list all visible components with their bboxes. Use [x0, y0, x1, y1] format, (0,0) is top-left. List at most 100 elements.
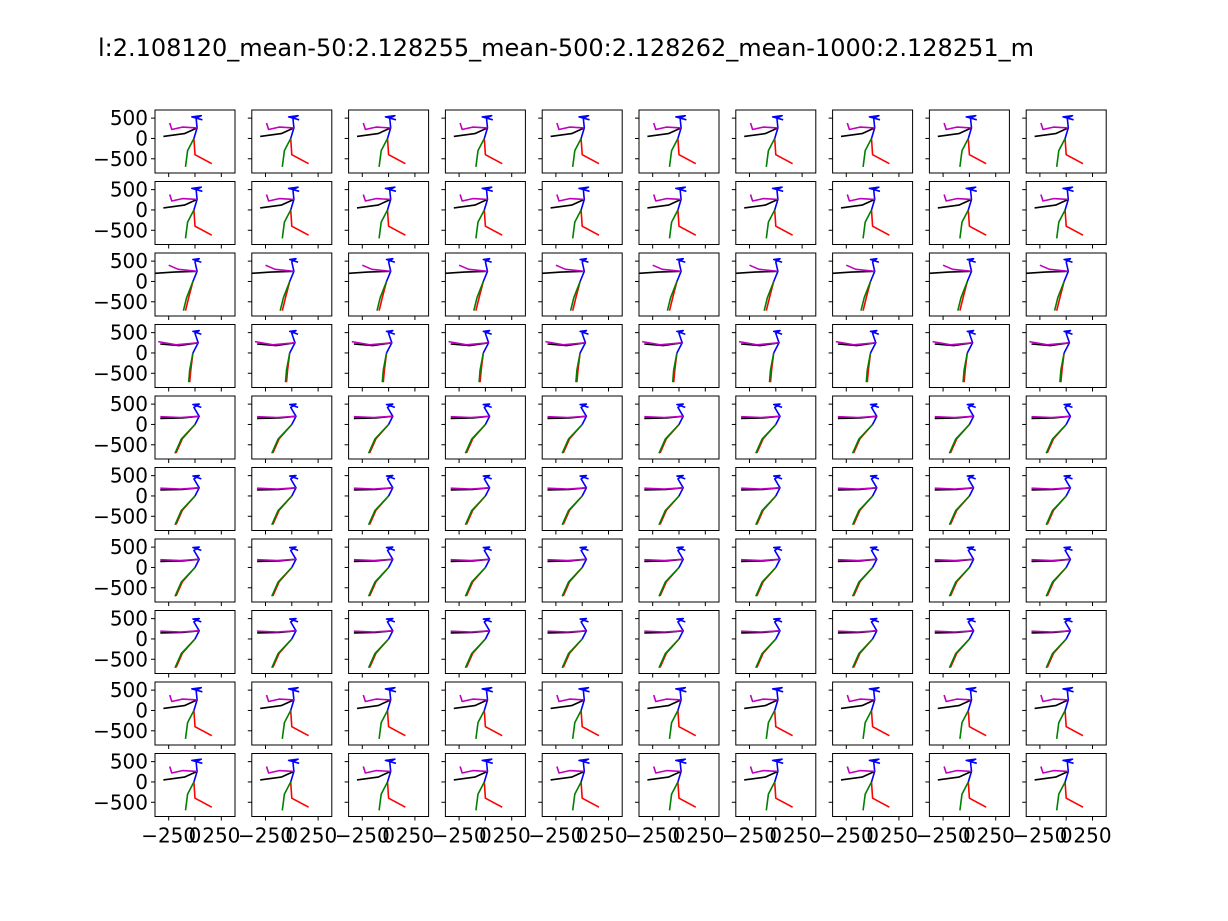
- subplot-r0-c8: [925, 109, 1010, 177]
- series-arm-right: [942, 264, 972, 273]
- axes-frame: [735, 681, 817, 746]
- series-spine: [676, 474, 686, 497]
- y-tick-label: 500: [110, 464, 148, 488]
- series-spine: [869, 403, 880, 425]
- x-tick-label: −250: [722, 824, 777, 848]
- subplot-r0-c6: [731, 109, 817, 177]
- series-spine: [385, 474, 396, 497]
- series-spine: [674, 758, 687, 783]
- series-left-leg: [773, 710, 793, 737]
- series-spine: [288, 617, 299, 640]
- subplots: 5000−5005000−5005000−5005000−5005000−500…: [93, 106, 1112, 847]
- subplot-r3-c7: [828, 324, 914, 392]
- y-tick-label: 0: [135, 412, 148, 436]
- series-arm-right: [547, 558, 587, 562]
- series-arm-left: [937, 699, 972, 710]
- series-arm-right: [652, 264, 682, 273]
- series-right-leg: [571, 710, 582, 740]
- series-right-leg: [862, 781, 873, 811]
- y-tick-label: 0: [135, 627, 148, 651]
- series-right-leg: [768, 352, 775, 383]
- series-arm-right: [450, 487, 490, 490]
- series-arm-right: [459, 122, 488, 131]
- series-left-leg: [465, 566, 486, 597]
- series-left-leg: [272, 495, 293, 525]
- series-right-leg: [1045, 423, 1067, 454]
- series-arm-right: [644, 630, 684, 633]
- series-right-leg: [948, 566, 970, 597]
- series-right-leg: [378, 209, 389, 239]
- series-arm-right: [458, 264, 488, 273]
- series-arm-right: [555, 264, 585, 273]
- series-right-leg: [475, 710, 486, 740]
- series-arm-right: [547, 630, 587, 633]
- subplot-r7-c1: [247, 610, 333, 678]
- series-arm-right: [257, 415, 297, 419]
- series-arm-left: [163, 770, 198, 781]
- x-tick-label: 0: [769, 824, 782, 848]
- series-right-leg: [281, 138, 292, 168]
- series-spine: [482, 546, 492, 568]
- subplot-r8-c5: [635, 681, 720, 749]
- series-arm-right: [934, 415, 974, 419]
- series-right-leg: [571, 781, 582, 811]
- series-spine: [384, 114, 397, 139]
- series-right-leg: [569, 281, 581, 311]
- axes-frame: [735, 109, 817, 174]
- series-arm-right: [741, 415, 781, 419]
- series-left-leg: [465, 495, 486, 525]
- axes-frame: [154, 109, 236, 174]
- series-arm-right: [934, 630, 974, 633]
- subplot-r8-c6: [731, 681, 817, 749]
- axes-frame: [541, 753, 623, 817]
- subplot-r3-c1: [247, 324, 333, 392]
- series-left-leg: [949, 566, 970, 597]
- series-arm-left: [937, 127, 972, 138]
- series-arm-right: [168, 264, 198, 273]
- series-arm-right: [450, 558, 490, 562]
- series-left-leg: [483, 138, 503, 165]
- x-tick-label: 250: [1073, 824, 1111, 848]
- series-right-leg: [658, 638, 680, 669]
- figure-title: l:2.108120_mean-50:2.128255_mean-500:2.1…: [98, 34, 1034, 62]
- series-left-leg: [175, 423, 196, 454]
- x-tick-label: −250: [528, 824, 583, 848]
- series-arm-right: [257, 558, 297, 562]
- series-arm-right: [741, 487, 781, 490]
- series-spine: [868, 758, 881, 783]
- series-spine: [482, 617, 492, 640]
- series-arm-right: [652, 694, 682, 703]
- axes-frame: [638, 753, 720, 817]
- series-left-leg: [852, 423, 874, 454]
- subplot-r6-c1: [247, 538, 333, 606]
- series-right-leg: [1045, 566, 1067, 597]
- series-spine: [772, 474, 783, 497]
- subplot-r3-c3: [441, 324, 526, 392]
- series-left-leg: [659, 495, 680, 525]
- subplot-r2-c1: [247, 252, 333, 320]
- x-tick-label: 250: [493, 824, 531, 848]
- subplot-r6-c3: [441, 538, 526, 606]
- y-tick-label: −500: [93, 504, 148, 528]
- series-right-leg: [1055, 710, 1066, 740]
- series-arm-right: [738, 340, 780, 346]
- series-spine: [288, 474, 299, 497]
- series-arm-left: [260, 699, 295, 710]
- series-left-leg: [368, 638, 390, 668]
- series-spine: [385, 546, 396, 568]
- series-spine: [579, 546, 589, 568]
- series-left-leg: [1064, 138, 1084, 165]
- series-left-leg: [773, 138, 793, 165]
- series-arm-right: [837, 630, 877, 633]
- series-left-leg: [289, 209, 309, 236]
- axes-frame: [348, 109, 430, 174]
- series-arm-left: [348, 270, 391, 275]
- series-arm-right: [556, 194, 585, 202]
- series-right-leg: [561, 495, 583, 526]
- axes-frame: [638, 181, 720, 245]
- series-spine: [966, 546, 976, 568]
- y-tick-label: −500: [93, 218, 148, 242]
